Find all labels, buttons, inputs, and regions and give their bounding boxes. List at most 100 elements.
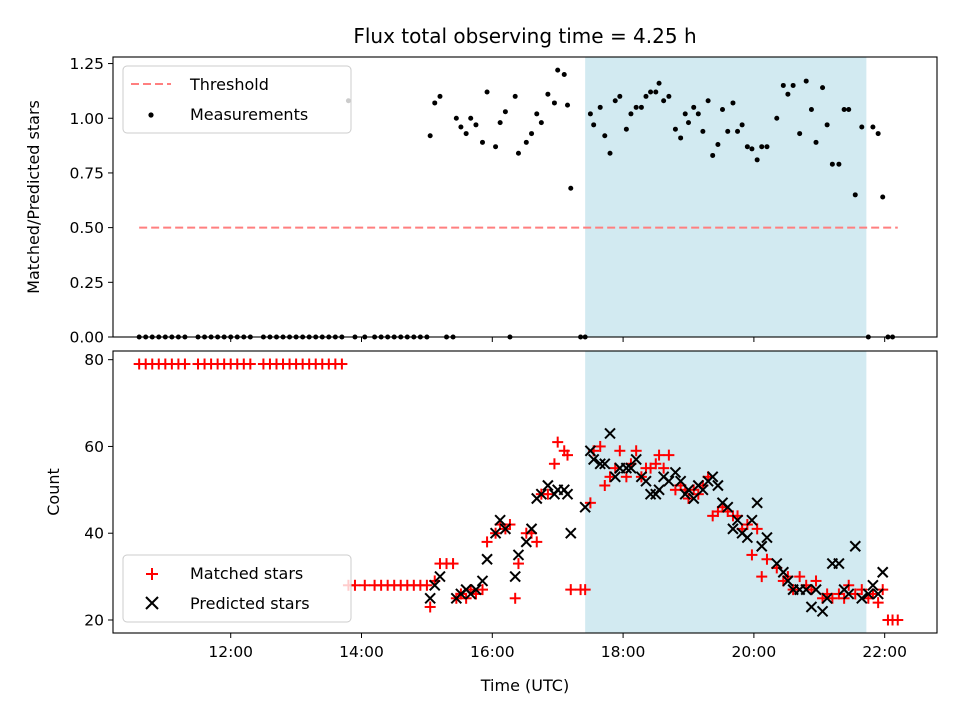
predicted-star-point — [867, 579, 879, 591]
predicted-star-point — [489, 527, 502, 539]
ratio-panel: Flux total observing time = 4.25 h 0.000… — [24, 24, 938, 347]
measurement-point — [617, 93, 623, 99]
measurement-point — [749, 146, 755, 152]
matched-star-point — [650, 458, 662, 470]
matched-star-point — [509, 592, 521, 604]
measurement-point — [719, 107, 725, 112]
predicted-star-point — [727, 523, 739, 535]
predicted-star-point — [542, 479, 554, 492]
measurement-point — [529, 131, 535, 137]
x-tick-label: 12:00 — [208, 643, 253, 661]
predicted-star-point — [669, 466, 682, 479]
measurement-point — [685, 120, 691, 126]
measurement-point — [764, 144, 770, 150]
predicted-star-point — [535, 488, 548, 500]
measurement-point — [735, 128, 741, 134]
measurement-point — [656, 80, 662, 86]
measurement-point — [852, 192, 858, 198]
observing-window-span — [585, 57, 867, 337]
measurement-point — [591, 122, 597, 128]
measurements-legend-label: Measurements — [190, 105, 308, 124]
measurement-point — [437, 93, 443, 99]
matched-star-point — [424, 601, 436, 613]
measurement-point — [523, 139, 529, 145]
predicted-star-point — [849, 540, 861, 552]
measurement-point — [538, 120, 544, 126]
predicted-star-point — [609, 471, 621, 483]
measurement-point — [493, 144, 499, 150]
measurement-point — [545, 91, 551, 97]
measurement-point — [432, 100, 438, 106]
predicted-star-point — [688, 492, 700, 505]
predicted-star-point — [731, 514, 744, 526]
matched-star-point — [599, 479, 611, 491]
matched-star-point — [548, 458, 560, 470]
matched-star-point — [562, 449, 574, 461]
measurement-point — [846, 107, 852, 112]
matched-star-point — [359, 579, 371, 591]
matched-star-point — [447, 558, 459, 570]
measurement-point — [551, 100, 557, 106]
count-y-axis-label: Count — [44, 468, 63, 516]
matched-star-point — [794, 571, 806, 583]
predicted-star-point — [862, 588, 875, 600]
ratio-plot-frame — [112, 56, 938, 338]
ratio-legend-box — [122, 65, 352, 134]
y-tick-label: 0.75 — [69, 164, 104, 182]
x-tick-label: 18:00 — [601, 643, 646, 661]
predicted-star-point — [565, 527, 577, 539]
predicted-star-point — [810, 583, 822, 596]
matched-star-point — [552, 436, 564, 448]
predicted-star-point — [579, 501, 591, 513]
measurement-point — [602, 133, 608, 139]
predicted-star-point — [429, 579, 441, 591]
y-tick-label: 40 — [84, 525, 104, 543]
x-tick-label: 14:00 — [339, 643, 384, 661]
measurements-legend-swatch — [148, 112, 154, 118]
x-axis-label: Time (UTC) — [480, 676, 569, 695]
matched-star-point — [761, 553, 773, 565]
y-tick-label: 1.00 — [69, 110, 104, 128]
matched-legend-label: Matched stars — [190, 564, 303, 583]
ratio-y-axis: 0.00 0.25 0.50 0.75 1.00 1.25 — [69, 55, 113, 347]
matched-star-point — [579, 584, 591, 596]
predicted-star-point — [587, 453, 600, 466]
predicted-star-point — [434, 570, 446, 583]
measurement-point — [880, 194, 886, 200]
measurement-point — [648, 89, 654, 95]
count-x-axis: 12:00 14:00 16:00 18:00 20:00 22:00 — [208, 633, 907, 661]
predicted-star-point — [509, 570, 521, 583]
matched-star-point — [856, 584, 868, 596]
predicted-star-point — [741, 531, 754, 544]
measurement-point — [744, 144, 750, 150]
matched-star-point — [336, 358, 348, 370]
ratio-legend: Threshold Measurements — [122, 65, 352, 134]
predicted-star-point — [525, 523, 538, 535]
predicted-star-point — [424, 592, 436, 604]
chart-title: Flux total observing time = 4.25 h — [353, 24, 696, 48]
y-tick-label: 60 — [84, 438, 104, 456]
predicted-star-point — [663, 475, 675, 487]
predicted-star-point — [625, 462, 637, 474]
predicted-star-point — [856, 592, 868, 604]
predicted-star-point — [771, 557, 783, 570]
matched-star-point — [751, 523, 763, 535]
matched-star-point — [476, 584, 488, 596]
predicted-star-point — [470, 583, 482, 596]
predicted-star-point — [653, 484, 665, 496]
predicted-star-point — [520, 536, 533, 548]
measurement-point — [643, 93, 649, 99]
measurement-point — [555, 67, 561, 73]
measurement-point — [754, 157, 760, 163]
measurement-point — [468, 115, 474, 121]
ratio-observing-window — [585, 57, 867, 337]
predicted-star-point — [751, 497, 763, 509]
measurement-point — [829, 161, 835, 167]
measurement-point — [597, 104, 603, 110]
predicted-star-point — [630, 453, 642, 466]
predicted-star-point — [697, 484, 709, 496]
measurement-point — [587, 111, 593, 117]
matched-star-point — [604, 471, 616, 483]
matched-star-point — [849, 588, 861, 600]
measurement-point — [672, 126, 678, 132]
